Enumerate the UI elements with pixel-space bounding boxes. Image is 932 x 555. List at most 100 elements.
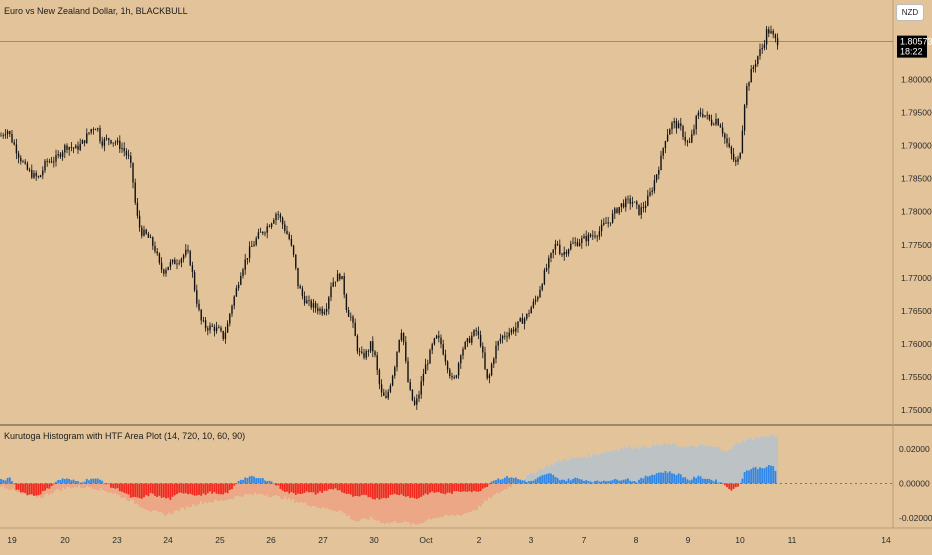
histogram-bar [226,483,229,494]
histogram-bar [360,483,363,496]
histogram-bar [176,483,178,495]
histogram-bar [710,480,713,484]
price-badge-box [897,35,927,58]
candle-body [699,112,702,114]
candle-body [660,155,662,170]
histogram-bar [682,477,684,484]
candle-body [598,231,601,237]
candle-body [374,351,376,356]
candle-body [741,130,744,153]
kurutoga-histogram [0,465,777,500]
histogram-bar [497,478,500,484]
histogram-bar [616,479,618,484]
candle-body [550,253,552,258]
histogram-bar [510,477,513,484]
indicator-axis[interactable]: 0.02000 0.00000 -0.02000 [899,444,932,523]
histogram-bar [396,483,398,495]
candle-body [655,174,658,181]
candle-body [187,249,189,252]
histogram-bar [543,474,546,484]
histogram-bar [268,480,271,484]
candle-body [473,330,475,336]
candle-body [743,105,746,131]
candle-body [295,254,297,268]
histogram-bar [583,481,585,484]
price-tick-label: 1.75500 [901,372,932,382]
histogram-bar [541,475,544,484]
candle-body [576,242,579,246]
candle-body [108,138,110,141]
histogram-bar [336,483,339,491]
candle-body [277,214,279,215]
candle-body [405,341,407,362]
candle-body [20,157,22,162]
candle-body [119,140,121,149]
histogram-bar [253,476,255,484]
candle-body [262,231,264,234]
candle-body [319,308,321,312]
time-tick-label: 11 [788,535,797,545]
candle-body [303,296,306,304]
candle-body [424,364,427,374]
histogram-bar [506,476,508,484]
candle-body [165,269,167,274]
candle-body [704,115,706,117]
candle-body [545,268,548,271]
histogram-bar [629,480,632,484]
histogram-bar [620,480,623,484]
histogram-bar [312,483,315,493]
candle-body [279,214,282,218]
histogram-bar [279,483,282,489]
candle-body [457,363,460,376]
candle-body [444,354,447,362]
histogram-bar [701,478,704,484]
histogram-bar [94,478,97,484]
candle-body [114,142,117,144]
candle-body [222,331,224,339]
candle-body [270,223,273,227]
candle-body [587,234,590,242]
histogram-bar [147,483,150,497]
candle-body [603,222,605,225]
histogram-bar [660,472,662,484]
candle-body [275,214,277,221]
candle-body [442,344,444,355]
candle-body [713,124,715,126]
histogram-bar [239,479,242,484]
candle-body [552,249,554,253]
candle-body [464,342,466,350]
candle-body [103,139,106,146]
histogram-bar [13,483,16,485]
price-axis[interactable]: 1.80000 1.79500 1.79000 1.78500 1.78000 1.775… [901,75,932,416]
histogram-bar [35,483,38,496]
histogram-bar [536,477,539,484]
candle-body [607,222,609,224]
currency-button[interactable]: NZD [896,4,924,21]
candle-body [380,384,383,393]
histogram-bar [411,483,414,498]
histogram-bar [244,477,247,484]
candle-body [563,252,565,256]
candle-body [517,321,519,328]
candle-body [446,361,449,370]
time-axis[interactable]: 19 20 23 24 25 26 27 30 Oct 2 3 7 8 9 10 11 14 [7,535,891,545]
histogram-bar [413,483,416,499]
candle-body [642,207,645,209]
histogram-bar [114,483,117,489]
histogram-bar [387,483,390,498]
symbol-title: Euro vs New Zealand Dollar, 1h, BLACKBUL… [4,6,188,16]
candle-body [116,140,119,143]
histogram-bar [138,483,141,499]
histogram-bar [167,483,170,498]
histogram-bar [561,479,563,484]
histogram-bar [204,483,207,495]
histogram-bar [453,483,456,492]
histogram-bar [611,480,614,484]
histogram-bar [704,478,706,484]
histogram-bar [741,478,744,484]
histogram-bar [327,483,330,490]
histogram-bar [376,483,379,498]
histogram-bar [459,483,462,492]
candle-body [99,128,101,142]
